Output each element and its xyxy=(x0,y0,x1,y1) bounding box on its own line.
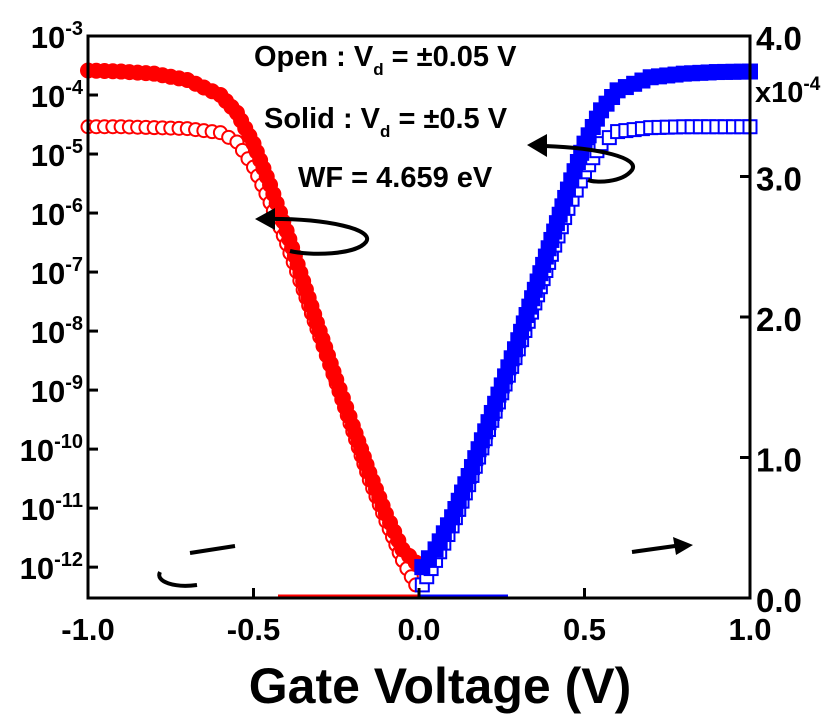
bottom-left-arrow xyxy=(189,544,236,555)
right-tick-label: 3.0 xyxy=(756,161,802,198)
left-tick-label: 10-6 xyxy=(31,195,83,232)
left-tick-label: 10-4 xyxy=(31,77,84,114)
series-solid-square xyxy=(414,63,758,576)
left-tick-label: 10-8 xyxy=(31,313,83,350)
x-tick-label: -1.0 xyxy=(61,612,114,647)
x-tick-label: 0.0 xyxy=(397,612,440,647)
right-tick-label: 4.0 xyxy=(756,20,802,57)
annotation-solid: Solid : Vd = ±0.5 V xyxy=(264,103,508,141)
left-tick-label: 10-9 xyxy=(31,372,83,409)
left-tick-label: 10-10 xyxy=(20,431,83,468)
left-axis-arrow xyxy=(261,216,370,256)
left-tick-label: 10-5 xyxy=(31,136,83,173)
right-tick-label: 0.0 xyxy=(756,582,802,619)
right-axis-multiplier: x10-4 xyxy=(755,74,821,109)
bottom-right-arrowhead xyxy=(673,537,693,555)
series-solid-circle xyxy=(80,62,424,571)
right-tick-label: 1.0 xyxy=(756,442,802,479)
left-tick-label: 10-3 xyxy=(31,18,83,55)
bottom-right-arrow xyxy=(631,544,676,554)
x-tick-label: 1.0 xyxy=(728,612,771,647)
x-axis-label: Gate Voltage (V) xyxy=(249,658,631,714)
bottom-left-curl xyxy=(157,571,198,588)
legend-annotations: Open : Vd = ±0.05 V Solid : Vd = ±0.5 V … xyxy=(254,41,517,194)
annotation-open: Open : Vd = ±0.05 V xyxy=(254,41,517,79)
x-tick-label: 0.5 xyxy=(563,612,606,647)
left-tick-label: 10-12 xyxy=(20,549,83,586)
left-tick-label: 10-7 xyxy=(31,254,83,291)
data-series-layer xyxy=(80,62,758,598)
left-tick-label: 10-11 xyxy=(21,490,83,527)
left-axis-arrowhead xyxy=(255,208,275,230)
annotation-work-function: WF = 4.659 eV xyxy=(298,162,493,194)
axis-indicator-arrows xyxy=(157,134,693,588)
right-axis-arrowhead xyxy=(527,134,547,157)
x-tick-label: -0.5 xyxy=(227,612,280,647)
right-tick-label: 2.0 xyxy=(756,301,802,338)
right-axis-arrow xyxy=(544,144,636,184)
axis-ticks: -1.0 -0.5 0.0 0.5 1.0 10-3 10-4 10-5 10-6 10-7 10-… xyxy=(20,18,802,647)
